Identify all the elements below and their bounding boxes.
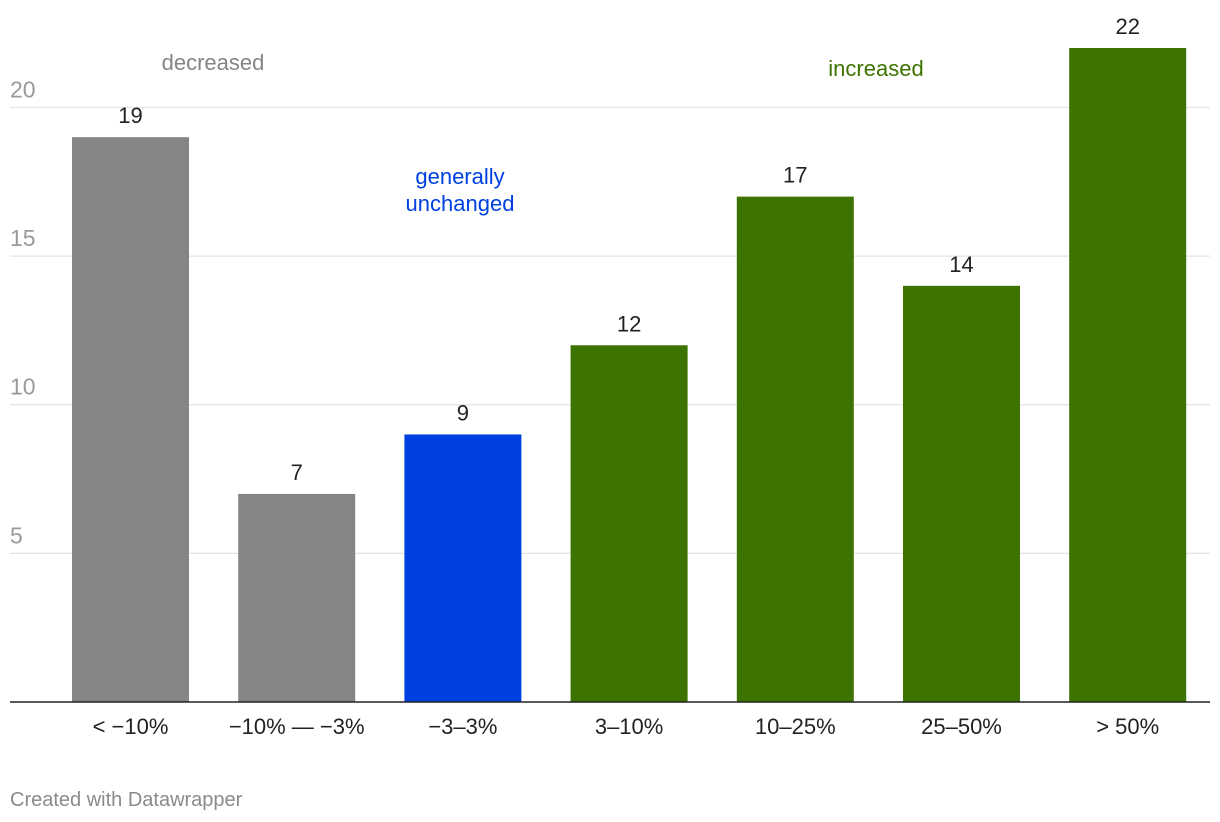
x-tick-label-5: 10–25% — [755, 714, 836, 739]
annotation-increased: increased — [828, 56, 923, 81]
x-tick-label-1: < −10% — [93, 714, 169, 739]
annotation-generally: generally — [415, 164, 504, 189]
credit-text: Created with Datawrapper — [10, 789, 243, 811]
y-tick-label-10: 10 — [10, 374, 36, 400]
bar-7 — [1069, 48, 1187, 702]
bar-4 — [570, 345, 688, 702]
value-label-6: 14 — [949, 252, 973, 277]
x-tick-label-4: 3–10% — [595, 714, 664, 739]
y-tick-label-15: 15 — [10, 225, 36, 251]
y-tick-label-20: 20 — [10, 76, 36, 102]
bar-6 — [903, 285, 1020, 702]
value-label-7: 22 — [1115, 14, 1139, 39]
x-tick-label-3: −3–3% — [428, 714, 497, 739]
bar-2 — [238, 493, 356, 702]
bar-5 — [736, 196, 854, 703]
value-label-5: 17 — [783, 163, 807, 188]
x-tick-label-6: 25–50% — [921, 714, 1002, 739]
x-tick-label-2: −10% — −3% — [229, 714, 365, 739]
bar-1 — [72, 137, 189, 702]
value-labels: 19 7 9 12 17 14 22 — [118, 14, 1140, 485]
x-tick-label-7: > 50% — [1096, 714, 1159, 739]
y-tick-label-5: 5 — [10, 522, 23, 548]
annotation-unchanged: unchanged — [406, 191, 515, 216]
annotation-decreased: decreased — [162, 50, 265, 75]
y-axis-tick-labels: 5 10 15 20 — [10, 76, 36, 548]
value-label-4: 12 — [617, 311, 641, 336]
bar-3 — [404, 434, 522, 702]
x-axis-tick-labels: < −10% −10% — −3% −3–3% 3–10% 10–25% 25–50% > … — [93, 714, 1160, 739]
value-label-3: 9 — [457, 400, 469, 425]
bars — [72, 48, 1187, 703]
value-label-1: 19 — [118, 103, 142, 128]
value-label-2: 7 — [291, 460, 303, 485]
